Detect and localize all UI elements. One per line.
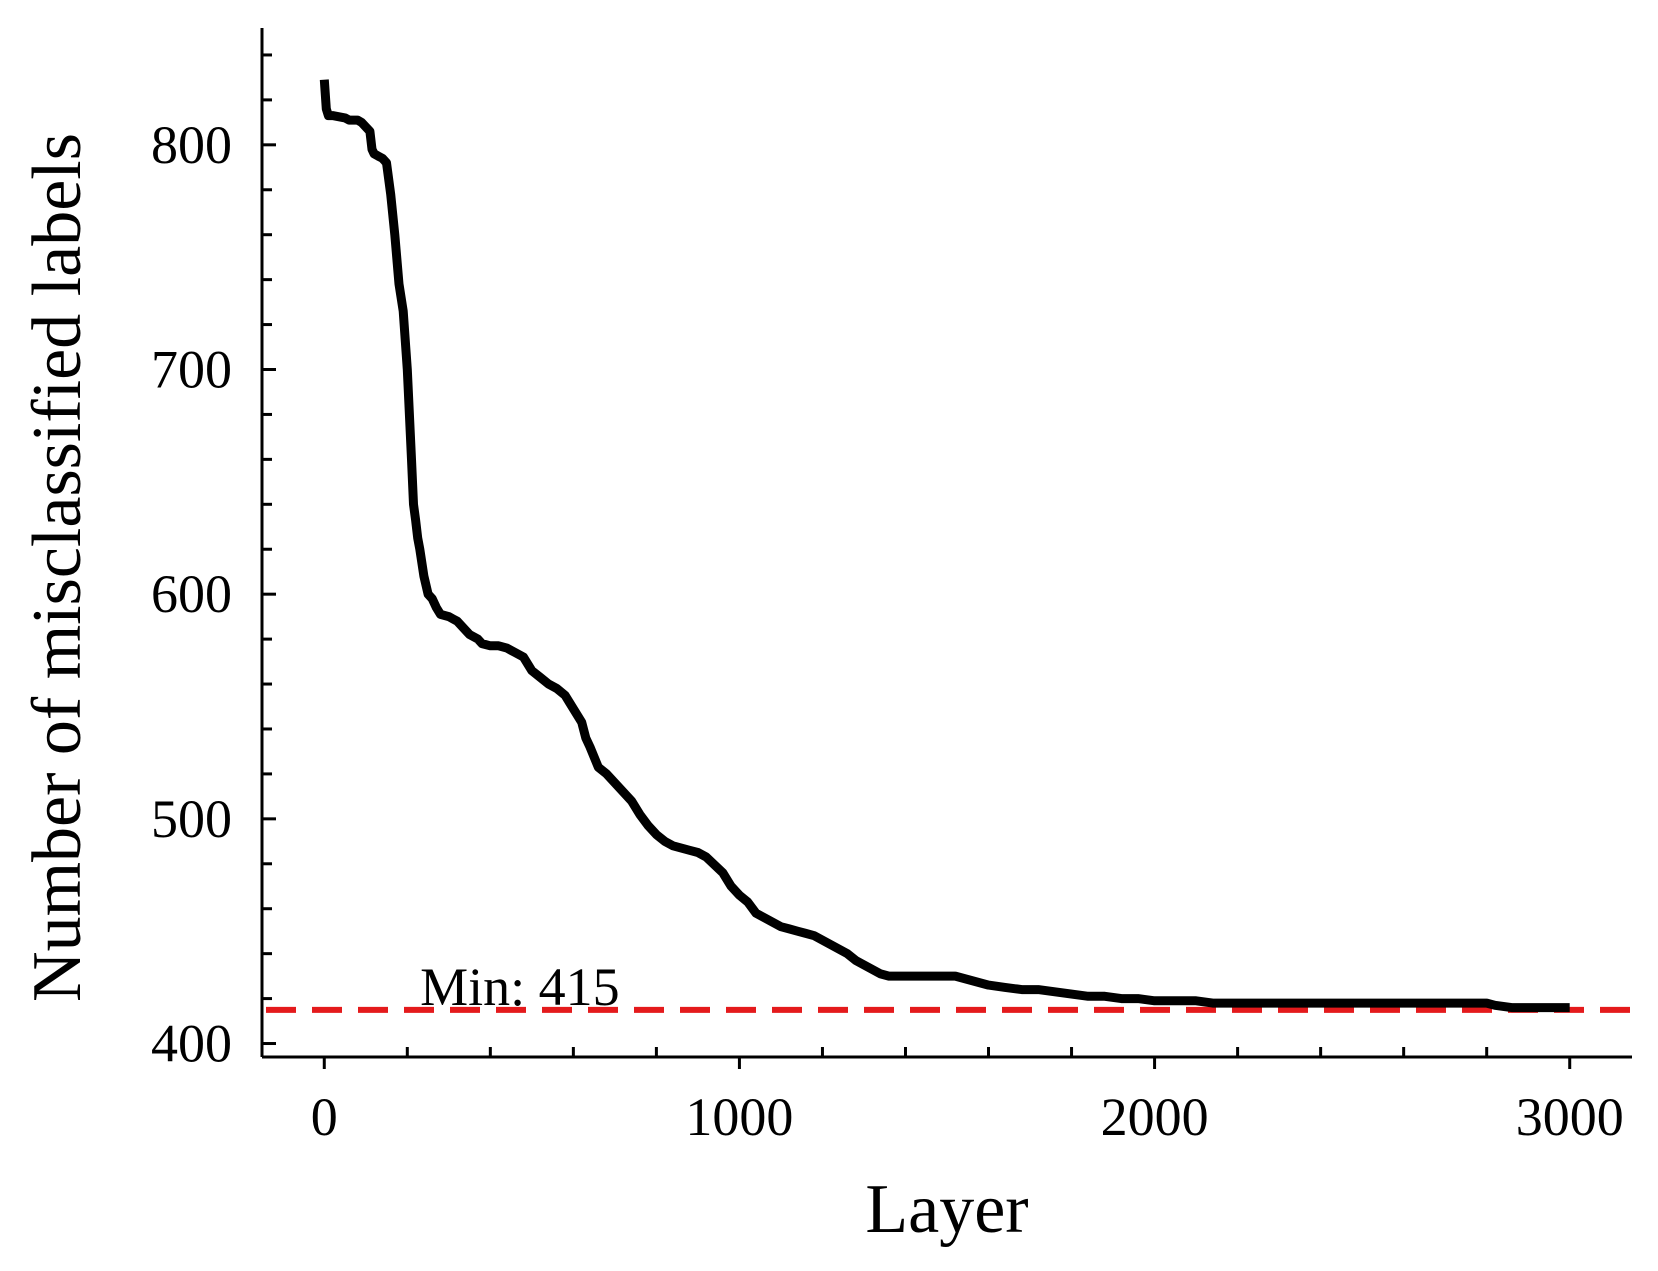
y-axis-title: Number of misclassified labels	[19, 133, 96, 1002]
x-axis-title: Layer	[865, 1171, 1028, 1248]
y-tick-label: 500	[151, 789, 232, 849]
y-axis-minor-ticks	[262, 53, 272, 1001]
y-tick-label: 400	[151, 1014, 232, 1074]
x-tick-label: 0	[311, 1087, 338, 1147]
x-axis-ticks: 0 1000 2000 3000	[311, 1057, 1624, 1147]
y-axis-ticks: 400 500 600 700 800	[151, 115, 276, 1074]
x-tick-label: 3000	[1516, 1087, 1624, 1147]
y-tick-label: 600	[151, 564, 232, 624]
y-tick-label: 700	[151, 340, 232, 400]
series-line	[319, 79, 1570, 1013]
x-tick-label: 1000	[685, 1087, 793, 1147]
y-tick-label: 800	[151, 115, 232, 175]
x-axis-minor-ticks	[405, 1047, 1489, 1057]
x-tick-label: 2000	[1101, 1087, 1209, 1147]
min-annotation: Min: 415	[420, 957, 620, 1017]
